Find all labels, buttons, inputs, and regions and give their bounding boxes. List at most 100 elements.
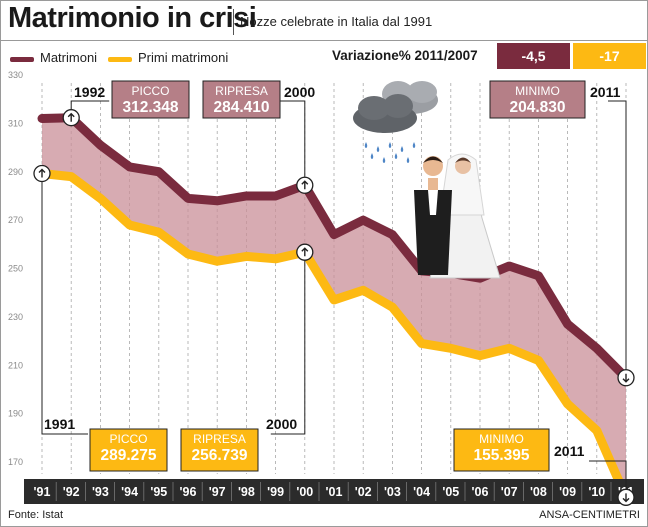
callout-value: 155.395 (473, 447, 529, 464)
callout-label: PICCO (131, 84, 169, 98)
variation-matrimoni: -4,5 (497, 43, 570, 69)
callout-box (111, 80, 190, 119)
arrow-up-icon (301, 180, 309, 190)
bride-hair (455, 157, 471, 163)
arrow-down-icon (622, 373, 630, 383)
y-tick-label: 210 (8, 360, 23, 370)
bride-head (455, 158, 471, 174)
variation-label: Variazione% 2011/2007 (332, 48, 478, 63)
x-tick-label: '91 (34, 485, 51, 499)
header-divider (0, 40, 648, 41)
rain-drop (370, 153, 374, 159)
annotation-year: 1991 (44, 416, 75, 432)
rain-drop (406, 157, 410, 163)
x-tick-label: '92 (63, 485, 80, 499)
callout-value: 204.830 (509, 99, 565, 116)
arrow-up-icon (301, 247, 309, 257)
y-tick-label: 190 (8, 409, 23, 419)
legend-swatch-primi (108, 57, 132, 62)
x-tick-label: '02 (355, 485, 372, 499)
x-tick-label: '00 (296, 485, 313, 499)
callout-box (202, 80, 281, 119)
leader-line-2000-bottom (270, 252, 306, 435)
callout-box (453, 428, 550, 472)
rain-drop (394, 153, 398, 159)
series-line-primi (37, 169, 631, 502)
callout-label: RIPRESA (215, 84, 268, 98)
y-tick-label: 330 (8, 70, 23, 80)
callout-box (89, 428, 168, 472)
rain-drop (400, 146, 404, 152)
x-tick-label: '99 (267, 485, 284, 499)
y-tick-label: 170 (8, 457, 23, 467)
rain-cloud-icon (353, 81, 438, 163)
groom-shirt (428, 190, 438, 215)
x-tick-label: '04 (413, 485, 430, 499)
legend-swatch-matrimoni (10, 57, 34, 62)
leader-line-2011-top (608, 100, 627, 378)
x-tick-label: '97 (209, 485, 226, 499)
callout-box (180, 428, 259, 472)
x-tick-label: '01 (326, 485, 343, 499)
callout-value: 289.275 (100, 447, 156, 464)
groom-neck (428, 178, 438, 190)
callout-label: RIPRESA (193, 432, 246, 446)
annotation-year: 2000 (266, 416, 297, 432)
x-tick-label: '03 (384, 485, 401, 499)
x-tick-label: '95 (150, 485, 167, 499)
callout-value: 284.410 (213, 99, 269, 116)
cloud-puff (358, 96, 390, 120)
arrow-down-icon (622, 493, 630, 503)
y-tick-label: 290 (8, 167, 23, 177)
y-tick-label: 270 (8, 215, 23, 225)
callout-box (489, 80, 586, 119)
y-tick-label: 230 (8, 312, 23, 322)
callout-value: 312.348 (122, 99, 178, 116)
series-line-matrimoni (37, 113, 631, 383)
wedding-couple-icon (414, 153, 501, 279)
x-tick-label: '07 (501, 485, 518, 499)
groom-hair (423, 156, 443, 163)
cloud-puff (407, 81, 437, 103)
y-tick-label: 250 (8, 264, 23, 274)
chart-title: Matrimonio in crisi (8, 2, 257, 34)
x-tick-label: '06 (472, 485, 489, 499)
annotation-year: 2011 (554, 443, 585, 459)
source-note: Fonte: Istat (8, 509, 64, 521)
leader-line-2011-bottom (589, 460, 627, 498)
rain-drop (412, 142, 416, 148)
callout-label: MINIMO (515, 84, 560, 98)
x-tick-label: '09 (559, 485, 576, 499)
callout-label: MINIMO (479, 432, 524, 446)
callout-label: PICCO (109, 432, 147, 446)
legend-label-primi: Primi matrimoni (138, 50, 229, 65)
leader-line-1991 (41, 173, 88, 435)
rain-drop (376, 146, 380, 152)
variation-primi: -17 (573, 43, 646, 69)
title-separator (233, 9, 234, 35)
groom-suit (414, 190, 452, 275)
legend-label-matrimoni: Matrimoni (40, 50, 98, 65)
x-tick-label: '94 (121, 485, 138, 499)
annotation-year: 2011 (590, 84, 621, 100)
x-tick-label: '10 (588, 485, 605, 499)
chart-subtitle: Nozze celebrate in Italia dal 1991 (240, 14, 433, 29)
credit-note: ANSA-CENTIMETRI (539, 509, 640, 521)
rain-drop (382, 157, 386, 163)
y-tick-label: 310 (8, 118, 23, 128)
rain-drop (364, 142, 368, 148)
cloud-puff (383, 94, 413, 118)
annotation-year: 2000 (284, 84, 315, 100)
callout-value: 256.739 (191, 447, 247, 464)
arrow-up-icon (38, 168, 46, 178)
x-tick-label: '96 (180, 485, 197, 499)
rain-drop (388, 142, 392, 148)
arrow-up-icon (67, 112, 75, 122)
x-tick-label: '98 (238, 485, 255, 499)
groom-head (423, 156, 443, 176)
